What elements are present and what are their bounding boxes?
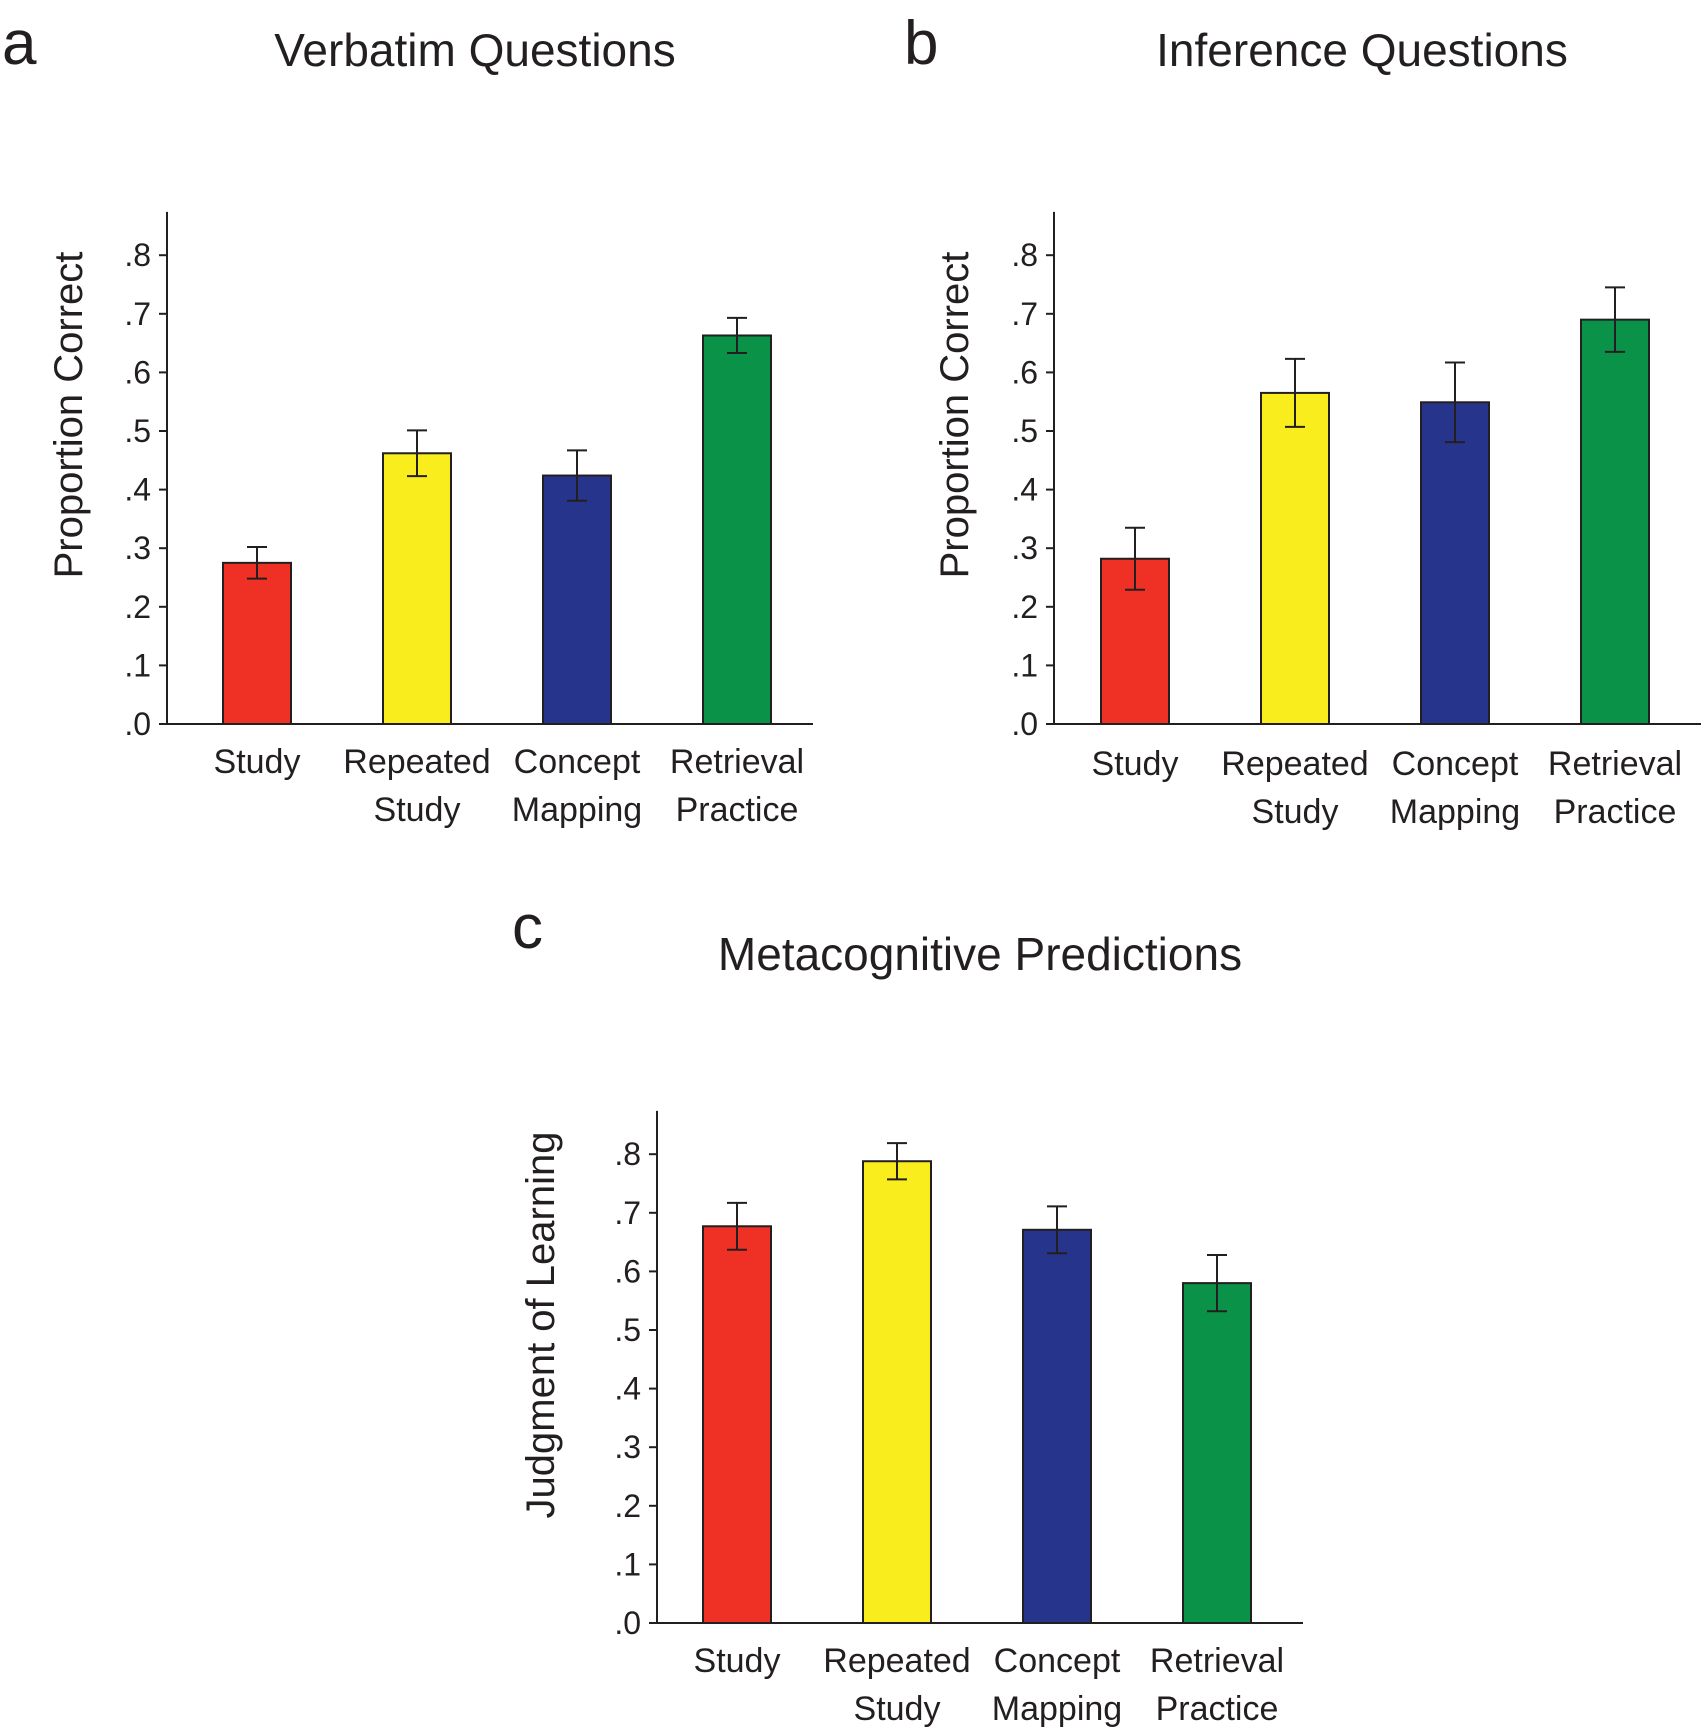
y-tick-label: .3 [614, 1429, 641, 1465]
category-label-concept-mapping: Concept [514, 743, 641, 781]
y-tick-label: .7 [124, 296, 151, 332]
category-label-repeated-study: Study [854, 1690, 941, 1728]
chart-panel-a: a Verbatim Questions Proportion Correct .0.… [2, 9, 813, 829]
y-tick-label: .4 [124, 472, 151, 508]
y-axis-label: Judgment of Learning [519, 1132, 563, 1519]
category-label-concept-mapping: Mapping [1390, 793, 1520, 831]
bar-repeated-study [862, 1160, 932, 1625]
category-label-concept-mapping: Concept [994, 1642, 1121, 1680]
y-tick-label: .8 [1011, 237, 1038, 273]
category-label-retrieval-practice: Practice [676, 791, 799, 829]
bar-study [702, 1225, 772, 1624]
y-tick-label: .0 [614, 1605, 641, 1641]
y-tick-label: .5 [1011, 413, 1038, 449]
category-label-retrieval-practice: Practice [1554, 793, 1677, 831]
y-axis-label: Proportion Correct [933, 252, 977, 579]
category-label-repeated-study: Repeated [823, 1642, 970, 1680]
category-label-retrieval-practice: Retrieval [1548, 745, 1682, 783]
category-label-repeated-study: Study [374, 791, 461, 829]
category-label-study: Study [214, 743, 301, 781]
y-tick-label: .7 [614, 1195, 641, 1231]
category-label-retrieval-practice: Practice [1156, 1690, 1279, 1728]
category-label-concept-mapping: Concept [1392, 745, 1519, 783]
y-tick-label: .6 [124, 354, 151, 390]
y-tick-label: .3 [124, 530, 151, 566]
y-tick-label: .0 [1011, 706, 1038, 742]
y-tick-label: .7 [1011, 296, 1038, 332]
y-tick-label: .2 [124, 589, 151, 625]
y-tick-label: .2 [614, 1488, 641, 1524]
y-tick-label: .8 [124, 237, 151, 273]
bar-retrieval-practice [1580, 318, 1650, 725]
y-tick-label: .1 [614, 1546, 641, 1582]
bar-concept-mapping [1420, 401, 1490, 725]
y-tick-label: .5 [124, 413, 151, 449]
chart-title: Inference Questions [1156, 24, 1568, 76]
category-label-concept-mapping: Mapping [992, 1690, 1122, 1728]
y-tick-label: .3 [1011, 530, 1038, 566]
category-label-concept-mapping: Mapping [512, 791, 642, 829]
y-tick-label: .0 [124, 706, 151, 742]
category-label-repeated-study: Repeated [1221, 745, 1368, 783]
category-label-study: Study [1092, 745, 1179, 783]
y-tick-label: .4 [1011, 472, 1038, 508]
bar-concept-mapping [1022, 1228, 1092, 1624]
bar-retrieval-practice [702, 334, 772, 725]
chart-title: Verbatim Questions [274, 24, 675, 76]
y-tick-label: .6 [1011, 354, 1038, 390]
category-label-retrieval-practice: Retrieval [670, 743, 804, 781]
y-tick-label: .5 [614, 1312, 641, 1348]
chart-panel-b: b Inference Questions Proportion Correct .0… [904, 9, 1701, 831]
category-label-retrieval-practice: Retrieval [1150, 1642, 1284, 1680]
bar-retrieval-practice [1182, 1282, 1252, 1624]
bar-repeated-study [1260, 391, 1330, 725]
y-tick-label: .8 [614, 1136, 641, 1172]
y-axis-label: Proportion Correct [47, 252, 91, 579]
panel-letter: b [904, 9, 938, 78]
y-tick-label: .4 [614, 1371, 641, 1407]
chart-panel-c: c Metacognitive Predictions Judgment of Le… [512, 893, 1303, 1728]
bar-repeated-study [382, 452, 452, 725]
category-label-repeated-study: Study [1252, 793, 1339, 831]
y-tick-label: .1 [124, 647, 151, 683]
bar-concept-mapping [542, 474, 612, 726]
y-tick-label: .1 [1011, 647, 1038, 683]
y-tick-label: .6 [614, 1253, 641, 1289]
category-label-repeated-study: Repeated [343, 743, 490, 781]
bar-study [222, 561, 292, 725]
category-label-study: Study [694, 1642, 781, 1680]
panel-letter: a [2, 9, 37, 78]
y-tick-label: .2 [1011, 589, 1038, 625]
panel-letter: c [512, 893, 543, 962]
chart-title: Metacognitive Predictions [718, 928, 1242, 980]
